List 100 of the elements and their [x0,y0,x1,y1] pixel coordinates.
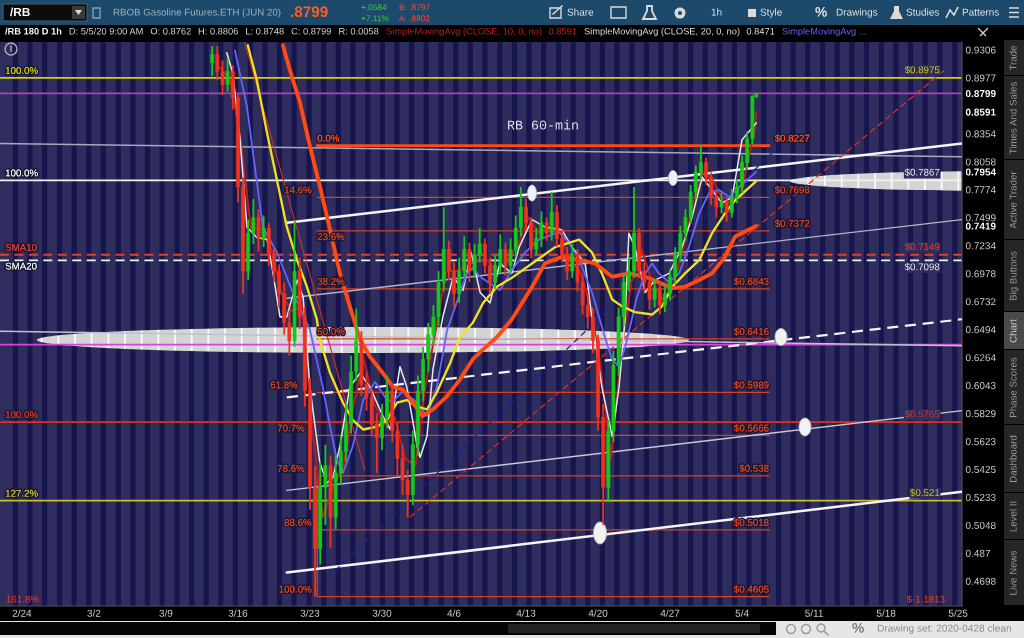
annotation: SMA10 [5,243,37,251]
text: L: 0.8748 [246,27,284,35]
text: B: .8797 [399,4,430,11]
annotation: 14.6% [284,186,312,194]
y-tick-label: 0.5425 [965,465,996,473]
annotation: RB 60-min [508,119,578,130]
x-tick-label: 5/18 [876,609,896,617]
text: D: 5/5/20 9:00 AM [69,27,143,35]
text: Share [567,8,594,16]
ref-line-label: $0.5765 [904,410,940,418]
y-tick-label: 0.487 [965,549,990,557]
y-tick-label: 0.7774 [965,186,996,194]
annotation: 100.0% [5,411,38,419]
annotation: 61.8% [270,381,298,389]
annotation: $0.5989 [734,381,769,389]
text: Studies [906,8,939,16]
x-tick-label: 5/4 [735,609,749,617]
text: Chart [1009,319,1017,343]
text: O: 0.8762 [150,27,191,35]
x-tick-label: 5/11 [805,609,823,617]
legend-label: SimpleMovingAvg (CLOSE, 20, 0, no) [584,27,740,37]
x-tick-label: 3/9 [159,609,173,617]
y-tick-label: 0.6494 [965,326,996,334]
y-tick-label: 0.8977 [965,74,996,82]
x-tick-label: 3/30 [372,609,392,617]
text: % [815,6,827,17]
x-tick-label: 3/2 [87,609,101,617]
text: SimpleMovingAvg (CLOSE, 10, 0, no) [386,27,542,37]
text: Dashboard [1009,435,1017,482]
text: 1h [711,8,722,16]
text: Live News [1009,550,1017,595]
text: Big Buttons [1009,251,1019,301]
text: Times And Sales [1009,82,1017,155]
x-tick-label: 3/16 [228,609,248,617]
text: Drawing set: 2020-0428 clean [877,624,1012,634]
chart-title: RBOB Gasoline Futures,ETH (JUN 20) [113,8,281,18]
annotation: $0.538 [739,464,769,473]
text: +.0584 [361,4,387,11]
x-tick-label: 2/24 [12,609,32,617]
y-tick-label: 0.7234 [965,242,996,250]
text: Active Trader [1009,171,1017,229]
x-tick-label: 4/13 [516,609,536,617]
ref-line-label: $0.7149 [904,242,940,251]
text: /RB [10,7,30,17]
text: Phase Scores [1009,357,1017,417]
y-tick-label: 0.8591 [965,108,996,116]
y-tick-label: 0.5048 [965,521,996,529]
annotation: 70.7% [277,424,305,432]
annotation: $0.6416 [734,327,769,336]
y-tick-label: 0.6978 [965,270,996,278]
x-tick-label: 4/27 [660,609,680,617]
text: A: .8802 [399,15,430,22]
text: +7.11% [361,15,389,22]
y-tick-label: 0.7954 [965,168,996,176]
y-tick-label: 0.8058 [965,158,996,166]
y-tick-label: 0.7499 [965,214,996,222]
text: SimpleMovingAvg ... [782,27,866,37]
text: H: 0.8806 [198,27,238,35]
y-tick-label: 0.5829 [965,410,996,418]
ref-line-label: $0.7867 [904,168,940,177]
text: 0.8591 [548,27,577,35]
annotation: 100.0% [5,67,38,74]
text: R: 0.0058 [339,27,379,35]
text: Level II [1009,501,1017,532]
annotation: 100.0% [279,585,312,593]
annotation: 78.6% [277,464,305,472]
annotation: $0.8227 [774,134,810,143]
text: Style [760,8,782,18]
y-tick-label: 0.5233 [965,493,996,502]
x-tick-label: 5/25 [948,609,968,617]
annotation: 161.8% [6,595,39,603]
x-tick-label: 4/20 [588,609,608,617]
text: .8799 [291,6,328,18]
y-tick-label: 0.4698 [965,577,996,585]
chart-subtitle: /RB 180 D 1h [5,27,62,35]
ref-line-label: $0.8975 [904,65,940,74]
y-tick-label: 0.6043 [965,382,996,390]
annotation: $0.6843 [734,277,769,286]
y-tick-label: 0.9306 [965,46,996,54]
annotation: 100.0% [5,169,38,177]
text: Drawings [836,8,878,18]
y-tick-label: 0.6732 [965,298,996,306]
y-tick-label: 0.8799 [965,90,996,98]
text: 0.8471 [746,27,775,35]
x-tick-label: 3/23 [300,609,320,617]
annotation: $0.5666 [734,424,769,433]
annotation: 127.2% [5,489,38,497]
ref-line-label: $0.7098 [904,262,940,271]
annotation: $0.7698 [774,185,810,194]
text: Patterns [962,8,999,16]
text: Trade [1009,45,1017,71]
annotation: 0.0% [317,134,340,142]
y-tick-label: 0.6264 [965,354,996,362]
text: % [852,622,864,633]
y-tick-label: 0.8354 [965,130,996,138]
text: C: 0.8799 [291,27,332,35]
annotation: 88.6% [284,519,312,526]
annotation: $-1.1813 [906,595,945,604]
y-tick-label: 0.7419 [965,222,996,230]
annotation: $0.7372 [774,219,810,228]
